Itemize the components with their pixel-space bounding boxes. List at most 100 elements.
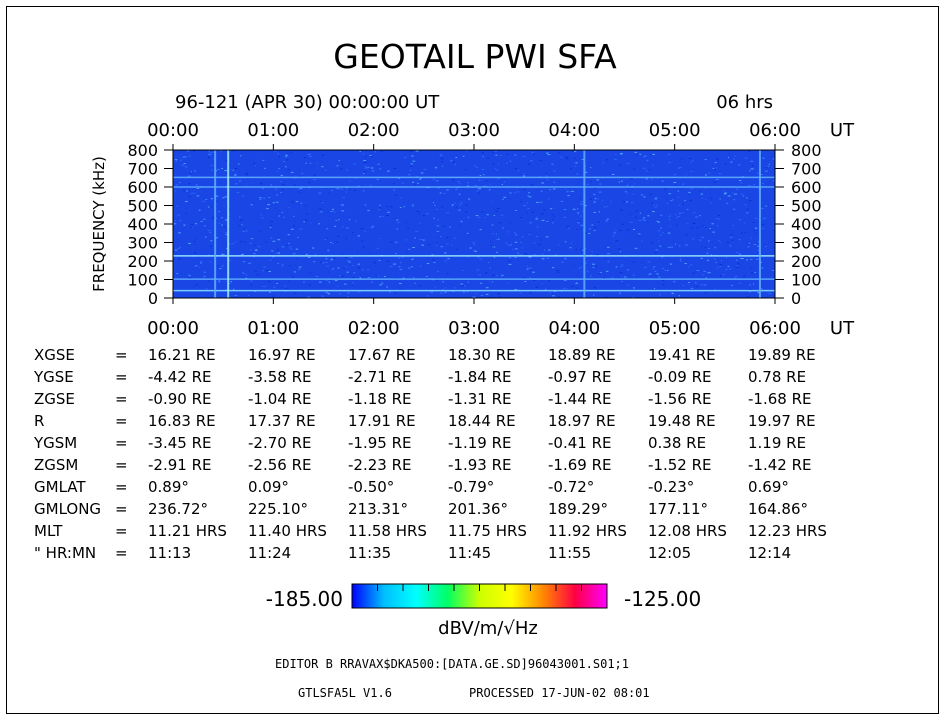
spectrogram-speckle bbox=[464, 285, 466, 287]
spectrogram-speckle bbox=[352, 232, 354, 234]
spectrogram-speckle bbox=[267, 281, 271, 283]
spectrogram-speckle bbox=[362, 246, 365, 248]
spectrogram-speckle bbox=[552, 267, 555, 269]
spectrogram-speckle bbox=[705, 187, 707, 189]
orbit-value: 11:35 bbox=[348, 544, 391, 562]
spectrogram-speckle bbox=[492, 152, 494, 154]
spectrogram-speckle bbox=[479, 282, 483, 284]
spectrogram-speckle bbox=[210, 206, 213, 208]
spectrogram-speckle bbox=[476, 190, 479, 192]
spectrogram-speckle bbox=[401, 256, 404, 258]
spectrogram-speckle bbox=[503, 196, 506, 198]
spectrogram-speckle bbox=[244, 277, 248, 279]
spectrogram-speckle bbox=[341, 188, 343, 190]
spectrogram-speckle bbox=[357, 263, 360, 265]
spectrogram-speckle bbox=[691, 160, 694, 162]
spectrogram-speckle bbox=[319, 281, 322, 283]
spectrogram-speckle bbox=[573, 264, 575, 266]
spectrogram-speckle bbox=[680, 260, 682, 262]
spectrogram-speckle bbox=[225, 160, 229, 162]
spectrogram-speckle bbox=[451, 244, 453, 246]
spectrogram-speckle bbox=[265, 241, 268, 243]
spectrogram-speckle bbox=[200, 262, 202, 264]
spectrogram-speckle bbox=[684, 263, 687, 264]
spectrogram-speckle bbox=[642, 156, 645, 158]
spectrogram-speckle bbox=[454, 163, 456, 165]
spectrogram-speckle bbox=[735, 188, 739, 190]
spectrogram-speckle bbox=[211, 151, 214, 153]
spectrogram-speckle bbox=[654, 270, 657, 272]
spectrogram-speckle bbox=[357, 251, 359, 253]
spectrogram-speckle bbox=[704, 247, 707, 248]
spectrogram-speckle bbox=[275, 188, 277, 190]
spectrogram-speckle bbox=[473, 250, 476, 251]
spectrogram-speckle bbox=[749, 284, 751, 286]
spectrogram-speckle bbox=[722, 274, 725, 276]
spectrogram-speckle bbox=[666, 202, 668, 204]
spectrogram-speckle bbox=[546, 152, 549, 154]
spectrogram-speckle bbox=[193, 241, 196, 242]
spectrogram-speckle bbox=[678, 167, 680, 169]
spectrogram-speckle bbox=[272, 295, 275, 297]
spectrogram-speckle bbox=[179, 220, 182, 222]
spectrogram-speckle bbox=[710, 197, 713, 199]
spectrogram-speckle bbox=[735, 252, 738, 253]
spectrogram-speckle bbox=[396, 228, 398, 230]
spectrogram-speckle bbox=[413, 277, 415, 279]
spectrogram-speckle bbox=[195, 223, 197, 225]
spectrogram-speckle bbox=[452, 161, 455, 163]
spectrogram-speckle bbox=[261, 217, 264, 219]
spectrogram-speckle bbox=[473, 165, 476, 167]
spectrogram-speckle bbox=[753, 229, 755, 231]
spectrogram-speckle bbox=[637, 234, 641, 236]
spectrogram-speckle bbox=[275, 207, 277, 209]
spectrogram-speckle bbox=[425, 276, 428, 277]
spectrogram-speckle bbox=[634, 151, 638, 153]
spectrogram-speckle bbox=[592, 266, 595, 268]
spectrogram-speckle bbox=[474, 250, 477, 252]
spectrogram-speckle bbox=[552, 222, 554, 224]
spectrogram-speckle bbox=[591, 224, 593, 226]
spectrogram-speckle bbox=[295, 201, 299, 203]
spectrogram-speckle bbox=[638, 233, 641, 235]
orbit-value: 19.48 RE bbox=[648, 412, 716, 430]
spectrogram-speckle bbox=[393, 168, 397, 169]
spectrogram-speckle bbox=[370, 226, 374, 228]
spectrogram-speckle bbox=[217, 281, 221, 283]
spectrogram-speckle bbox=[535, 236, 539, 237]
spectrogram-speckle bbox=[293, 225, 295, 227]
spectrogram-speckle bbox=[521, 247, 524, 249]
spectrogram-speckle bbox=[652, 164, 655, 166]
spectrogram-speckle bbox=[497, 238, 500, 240]
spectrogram-speckle bbox=[307, 296, 311, 298]
spectrogram-speckle bbox=[334, 280, 338, 282]
spectrogram-speckle bbox=[459, 224, 462, 226]
orbit-row-equals: = bbox=[115, 434, 128, 452]
spectrogram-speckle bbox=[437, 270, 439, 272]
orbit-value: -1.42 RE bbox=[748, 456, 811, 474]
spectrogram-speckle bbox=[259, 197, 262, 198]
spectrogram-speckle bbox=[394, 241, 398, 243]
spectrogram-speckle bbox=[188, 277, 192, 279]
spectrogram-speckle bbox=[395, 194, 398, 196]
spectrogram-speckle bbox=[462, 291, 465, 293]
spectrogram-speckle bbox=[718, 218, 720, 220]
spectrogram-speckle bbox=[640, 194, 644, 196]
spectrogram-speckle bbox=[660, 214, 663, 216]
orbit-value: 16.97 RE bbox=[248, 346, 316, 364]
x-tick-label-top: 06:00 bbox=[749, 120, 801, 141]
spectrogram-speckle bbox=[276, 251, 278, 253]
spectrogram-speckle bbox=[523, 189, 526, 190]
spectrogram-speckle bbox=[269, 227, 272, 229]
orbit-value: -0.97 RE bbox=[548, 368, 611, 386]
spectrogram-speckle bbox=[239, 155, 242, 157]
spectrogram-speckle bbox=[529, 292, 532, 294]
spectrogram-speckle bbox=[281, 265, 283, 267]
spectrogram-speckle bbox=[332, 257, 336, 259]
spectrogram-speckle bbox=[596, 254, 599, 255]
spectrogram-speckle bbox=[219, 150, 223, 152]
spectrogram-speckle bbox=[566, 191, 569, 193]
spectrogram-speckle bbox=[530, 184, 534, 186]
spectrogram-speckle bbox=[427, 244, 431, 246]
spectrogram-speckle bbox=[719, 275, 722, 277]
